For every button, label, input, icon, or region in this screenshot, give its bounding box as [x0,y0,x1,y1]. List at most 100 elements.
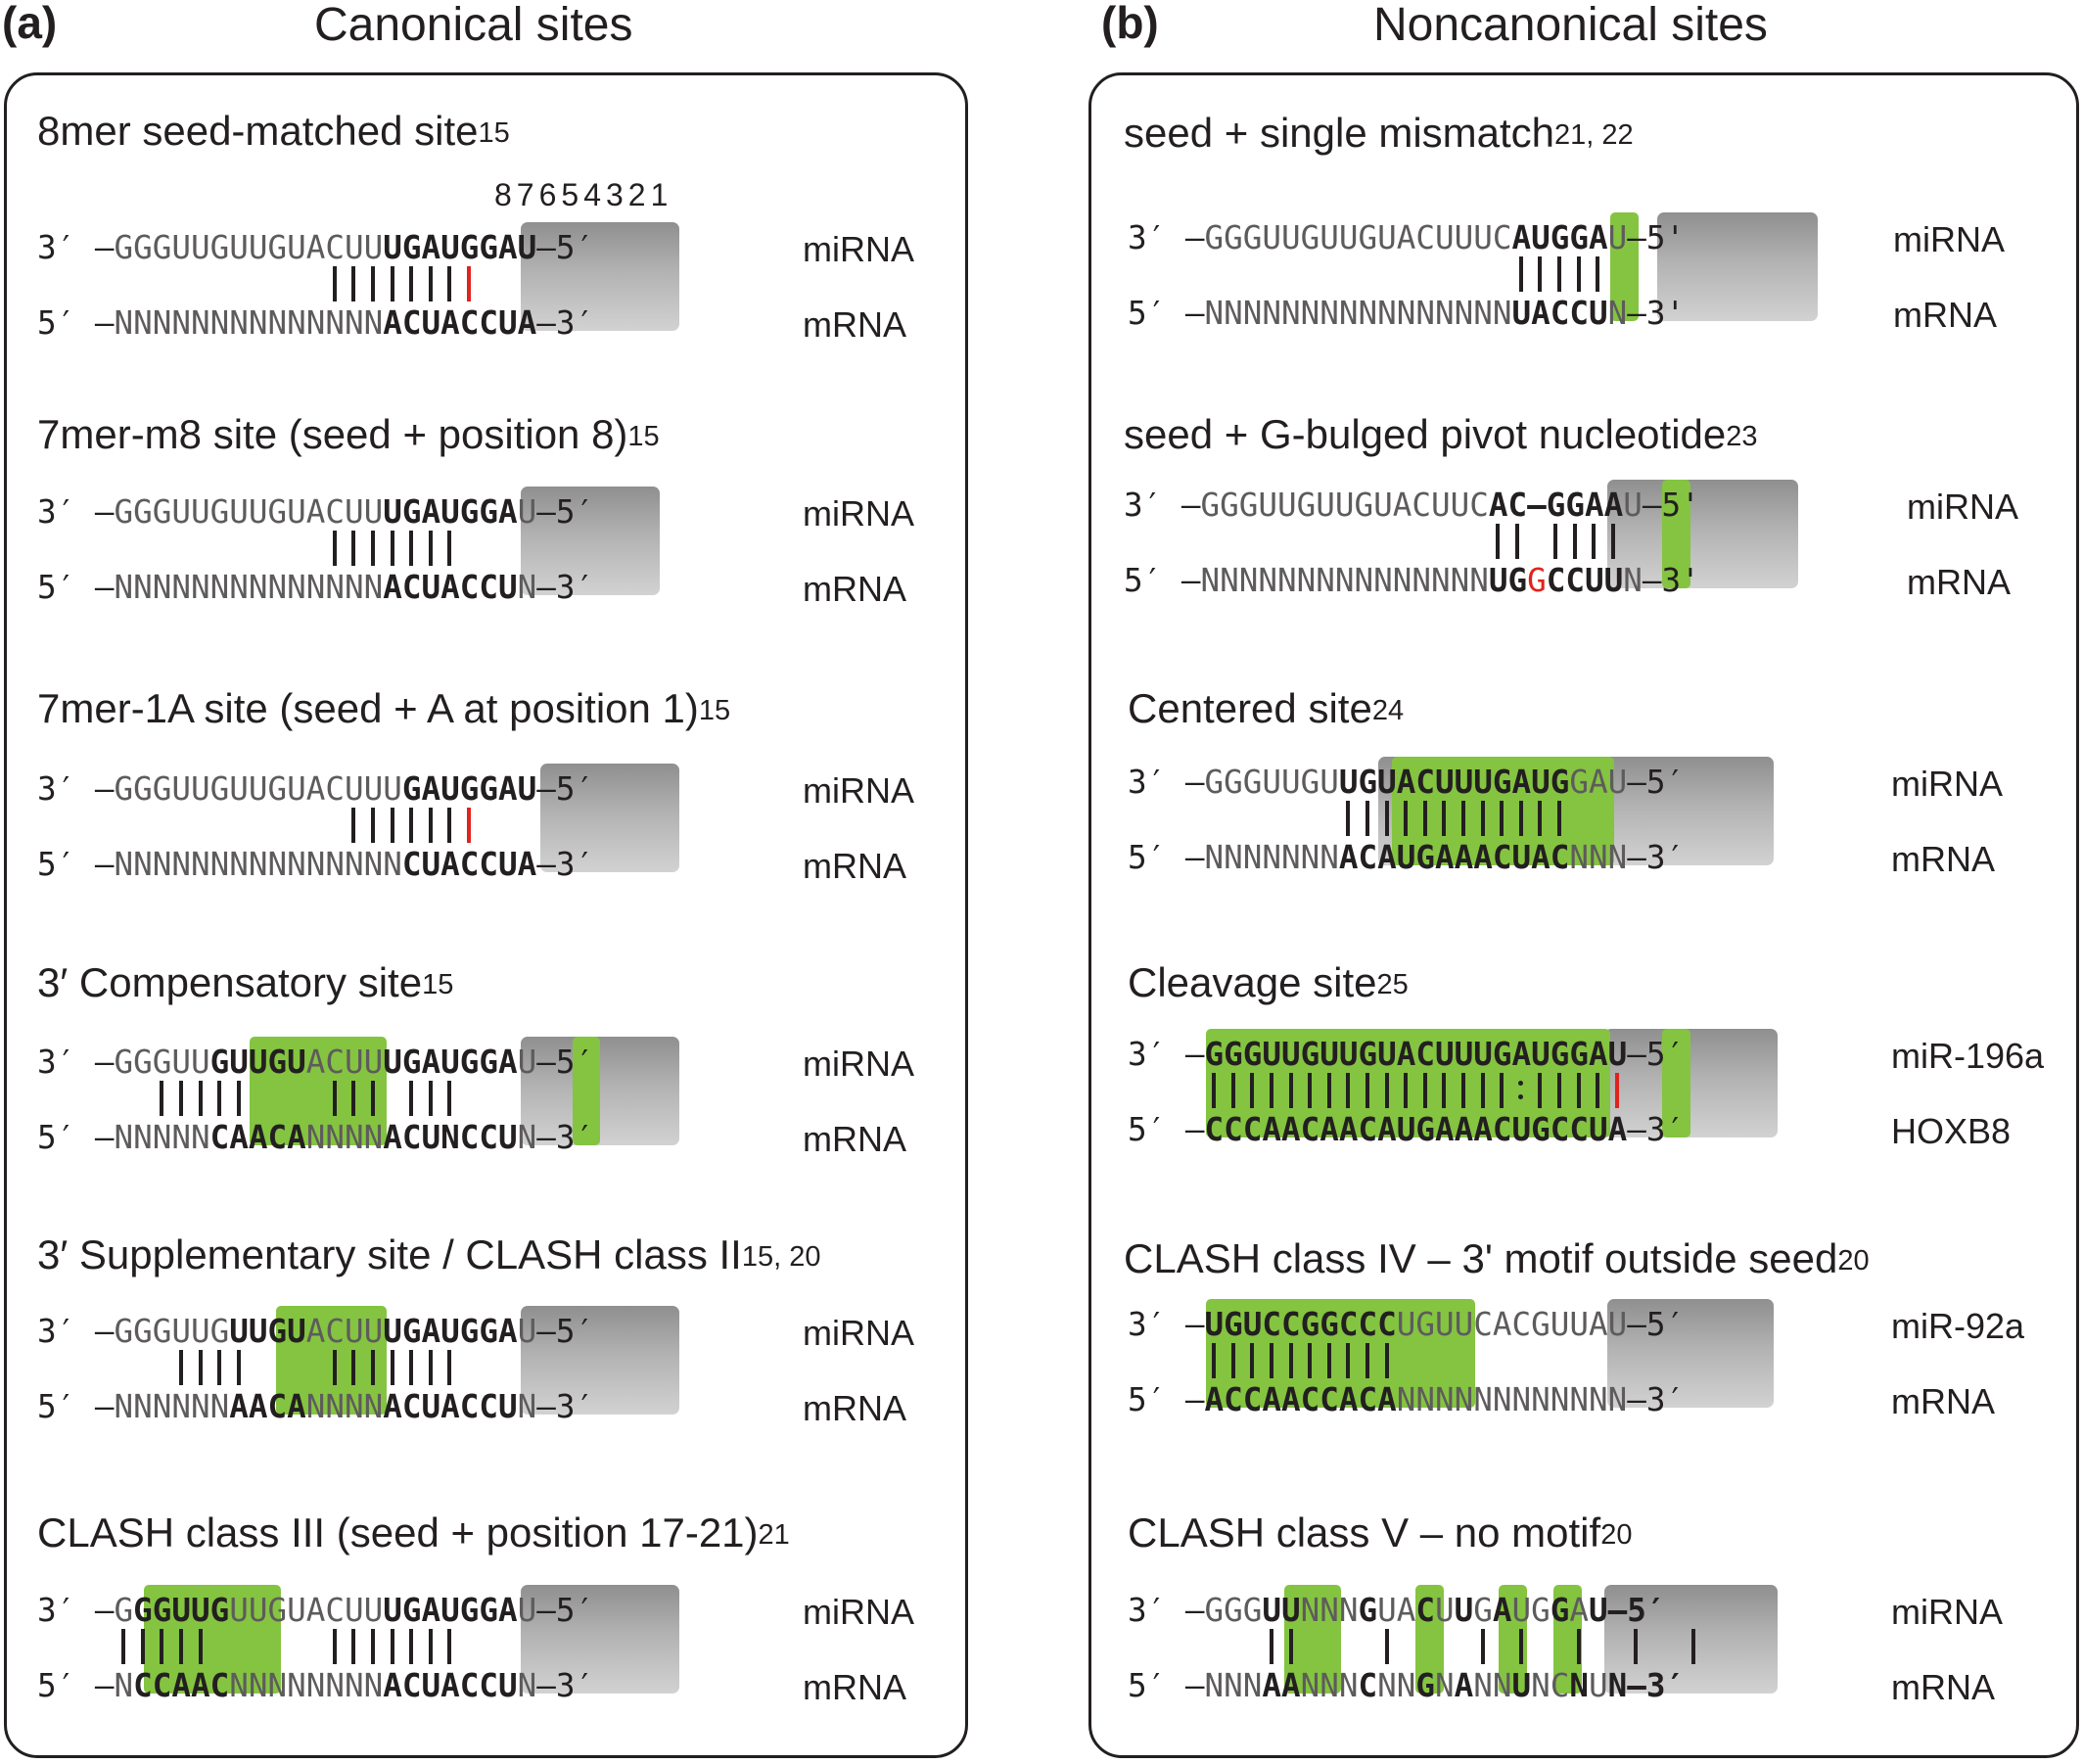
base-pair-bar [1308,1073,1312,1108]
base-pair-bar [1366,801,1369,836]
site-title: seed + G-bulged pivot nucleotide23 [1124,411,1758,458]
site-3prime-compensatory: 3′ Compensatory site15 3′ –GGGUUGUUGUACU… [37,959,957,1204]
site-title: 7mer-m8 site (seed + position 8)15 [37,411,660,458]
base-pair-bar [1289,1629,1293,1664]
mrna-sequence: 5′ –NNNNNNNNNNNNNNACUACCUA–3′ [37,307,594,340]
base-pair-bar [199,1629,203,1664]
base-pair-bar [1212,1073,1216,1108]
mirna-label: miR-196a [1891,1039,2044,1074]
site-seed-g-bulge: seed + G-bulged pivot nucleotide23 3′ –G… [1124,411,2063,656]
base-pair-bar [160,1629,163,1664]
base-pair-bar [237,1081,241,1116]
base-pair-bar [429,1081,433,1116]
base-pair-bar [179,1350,183,1385]
mrna-label: mRNA [1891,842,1995,877]
base-pair-bar [409,808,413,843]
base-pair-bar [1308,1343,1312,1378]
base-pair-bar [1385,1629,1389,1664]
base-pair-bar [429,1350,433,1385]
mirna-sequence: 3′ –GGGUUGUUGUACUUUGAUGGAU–5′ [37,496,594,529]
base-pair-bar [351,1081,355,1116]
base-pair-bar [351,1629,355,1664]
base-pair-bar [1577,256,1581,292]
panel-a-title: Canonical sites [314,0,633,52]
mirna-label: miRNA [1893,222,2005,257]
base-pair-bar [1346,1343,1350,1378]
mrna-sequence: 5′ –ACCAACCACANNNNNNNNNNNN–3′ [1128,1384,1685,1416]
mrna-sequence: 5′ –NNNNNNNNNNNNNNNNUACCUN–3' [1128,298,1685,330]
base-pair-bar [1519,801,1523,836]
base-pair-bar [429,531,433,566]
base-pair-bar [1557,801,1561,836]
base-pair-bar [1481,801,1485,836]
mrna-label: mRNA [1891,1384,1995,1419]
site-title: 8mer seed-matched site15 [37,108,510,155]
base-pair-bar [371,808,375,843]
mrna-sequence: 5′ –CCCAACAACAUGAAACUGCCUA–3′ [1128,1114,1685,1146]
base-pair-bar [1596,256,1599,292]
base-pair-bar [1327,1073,1331,1108]
base-pair-bar [1596,1073,1599,1108]
site-title: 7mer-1A site (seed + A at position 1)15 [37,685,730,732]
base-pair-bar [467,266,471,302]
base-pair-bar [1231,1073,1235,1108]
mrna-label: mRNA [1893,298,1997,333]
base-pair-bar [217,1350,221,1385]
base-pair-bar [1270,1629,1273,1664]
mirna-sequence: 3′ –GGGUUGUUGUACUUUGAUGGAU–5′ [1128,1039,1685,1071]
base-pair-bar [1385,1073,1389,1108]
site-title: 3′ Supplementary site / CLASH class II15… [37,1231,821,1278]
base-pair-bar [429,266,433,302]
base-pair-bar [391,266,394,302]
base-pair-bar [1250,1073,1254,1108]
base-pair-bar [1577,1629,1581,1664]
mrna-label: mRNA [1891,1670,1995,1705]
base-pair-bar [1461,801,1465,836]
base-pair-bar [1289,1343,1293,1378]
base-pair-bar [1481,1629,1485,1664]
base-pair-bar [1346,801,1350,836]
base-pair-bar [1442,801,1446,836]
base-pair-bar [1553,524,1557,559]
base-pair-bar [1404,1073,1408,1108]
base-pair-bar [1423,1073,1427,1108]
site-title: seed + single mismatch21, 22 [1124,110,1634,157]
base-pair-bar [1231,1343,1235,1378]
base-pair-bar [1611,524,1615,559]
mrna-sequence: 5′ –NNNAANNNCNNGNANNUNCNUN–3′ [1128,1670,1685,1702]
site-7mer-1a: 7mer-1A site (seed + A at position 1)15 … [37,685,957,930]
mrna-sequence: 5′ –NNNNNNNNNNNNNNNCUACCUA–3′ [37,849,594,881]
base-pair-bar [391,808,394,843]
mrna-label: mRNA [803,572,906,607]
base-pair-bar [237,1350,241,1385]
base-pair-bar [409,266,413,302]
mirna-sequence: 3′ –GGGUUGUUGUACUUCAC–GGAAU–5' [1124,489,1700,522]
mirna-label: miRNA [803,496,914,532]
base-pair-bar [1289,1073,1293,1108]
mrna-label: mRNA [1907,565,2011,600]
base-pair-bar [391,531,394,566]
site-7mer-m8: 7mer-m8 site (seed + position 8)15 3′ –G… [37,411,957,656]
base-pair-bar [160,1081,163,1116]
site-title: 3′ Compensatory site15 [37,959,453,1006]
mrna-sequence: 5′ –NNNNNNNNNNNNNNACUACCUN–3′ [37,572,594,604]
mrna-sequence: 5′ –NNNNNCAACANNNNACUNCCUN–3′ [37,1122,594,1154]
base-pair-bar [121,1629,125,1664]
base-pair-bar [1500,1073,1504,1108]
site-8mer: 8mer seed-matched site15 87654321 3′ –GG… [37,108,957,352]
site-clash-class-iii: CLASH class III (seed + position 17-21)2… [37,1509,957,1754]
mrna-label: mRNA [803,1670,906,1705]
mirna-sequence: 3′ –GGGUUGUUGUACUUUGAUGGAU–5′ [37,1046,594,1079]
base-pair-bar [391,1350,394,1385]
mirna-label: miRNA [803,232,914,267]
base-pair-bar [333,266,337,302]
base-pair-bar [1496,524,1500,559]
base-pair-bar [447,1629,451,1664]
base-pair-bar [1366,1073,1369,1108]
mirna-label: miRNA [803,773,914,809]
base-pair-bar [1634,1629,1638,1664]
base-pair-bar [1538,801,1542,836]
mrna-sequence: 5′ –NNNNNNAACANNNNACUACCUN–3′ [37,1391,594,1423]
base-pair-bar [1212,1343,1216,1378]
base-pair-bar [179,1629,183,1664]
